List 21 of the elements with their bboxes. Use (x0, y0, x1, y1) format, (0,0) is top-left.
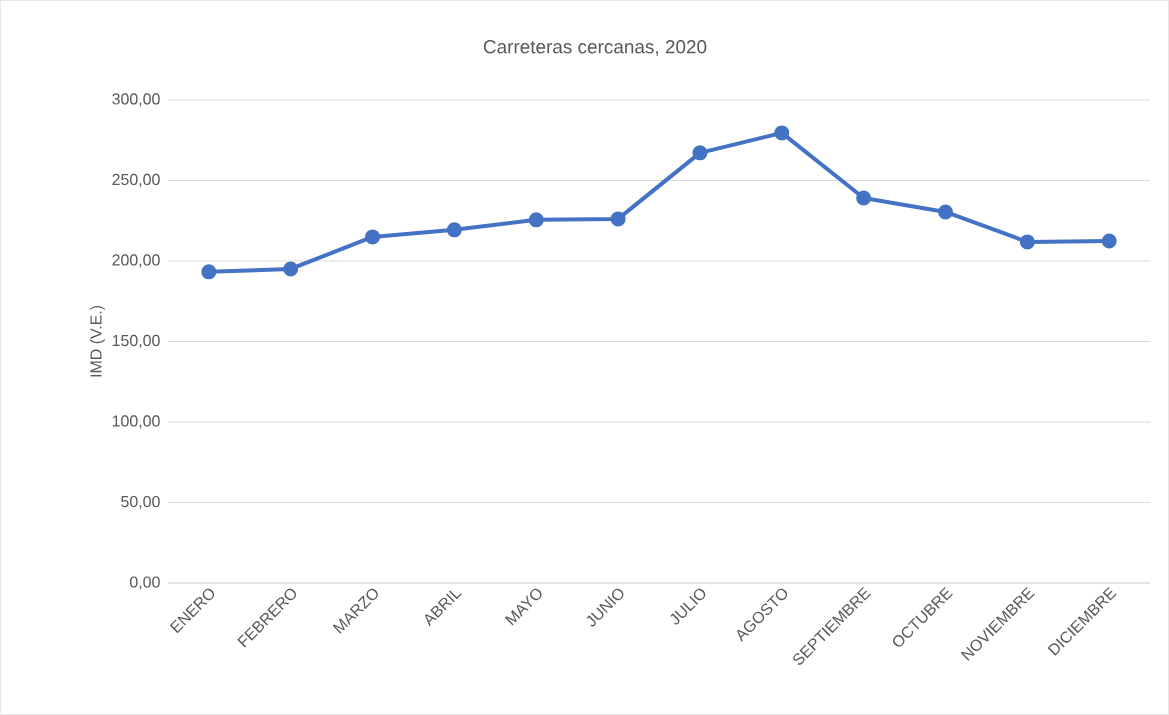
point (1019, 234, 1035, 250)
point (365, 229, 381, 245)
y-axis-title: IMD (V.E.) (89, 305, 105, 377)
point (283, 261, 299, 277)
point (528, 212, 544, 228)
y-tick-label: 250,00 (112, 173, 160, 188)
point (774, 125, 790, 141)
y-tick-label: 100,00 (112, 415, 160, 429)
point (1101, 233, 1117, 249)
point (938, 204, 954, 220)
y-tick-label: 150,00 (112, 334, 160, 349)
y-tick-label: 50,00 (121, 495, 160, 510)
point (856, 190, 872, 206)
y-tick-label: 200,00 (112, 254, 160, 268)
y-tick-label: 0,00 (129, 576, 160, 590)
point (446, 222, 462, 238)
point (201, 264, 217, 280)
y-tick-label: 300,00 (112, 93, 160, 107)
point (610, 211, 626, 227)
point (692, 145, 708, 161)
chart-title: Carreteras cercanas, 2020 (483, 40, 707, 56)
